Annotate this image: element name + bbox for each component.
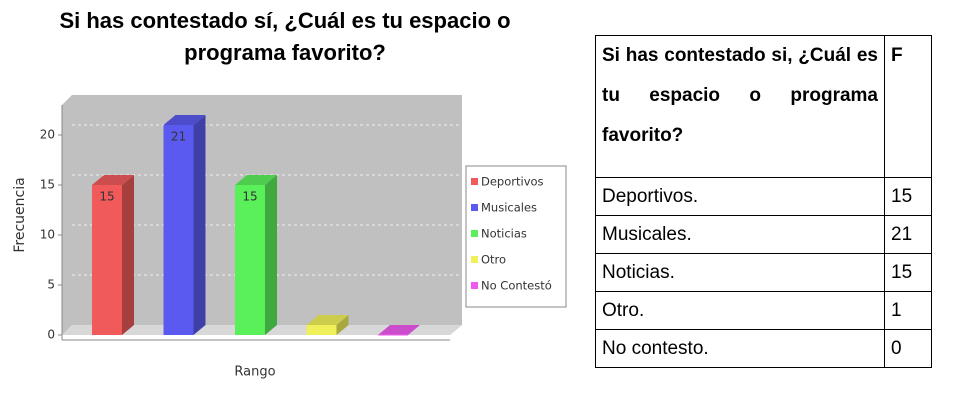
bar-side <box>122 175 134 335</box>
y-tick-label: 20 <box>40 128 55 142</box>
legend-swatch <box>471 178 478 185</box>
table-header: Si has contestado si, ¿Cuál es tu espaci… <box>595 35 885 178</box>
bar-top <box>378 325 420 335</box>
y-tick-label: 0 <box>47 328 55 342</box>
table-cell: Musicales. <box>595 215 885 254</box>
data-label: 15 <box>99 190 114 204</box>
table-cell: Deportivos. <box>595 177 885 216</box>
legend-label: Deportivos <box>481 175 544 189</box>
table: Si has contestado si, ¿Cuál es tu espaci… <box>595 35 932 368</box>
legend-label: Musicales <box>481 201 537 215</box>
bar-top <box>92 175 134 185</box>
x-axis-label: Rango <box>234 365 275 380</box>
table-cell: No contesto. <box>595 329 885 368</box>
y-tick-label: 10 <box>40 228 55 242</box>
bar <box>235 185 265 335</box>
y-tick-label: 5 <box>47 278 55 292</box>
table-cell: 15 <box>884 177 932 216</box>
legend-swatch <box>471 204 478 211</box>
table-header: F <box>884 35 932 178</box>
table-cell: 21 <box>884 215 932 254</box>
chart-title: programa favorito? <box>184 40 386 65</box>
legend-label: Otro <box>481 253 506 267</box>
bar <box>92 185 122 335</box>
y-tick-label: 15 <box>40 178 55 192</box>
y-axis-label: Frecuencia <box>12 177 28 252</box>
legend-label: No Contestó <box>481 279 552 293</box>
chart: Si has contestado sí, ¿Cuál es tu espaci… <box>12 8 567 380</box>
bar <box>163 125 194 335</box>
table-cell: 15 <box>884 253 932 292</box>
legend <box>465 165 567 308</box>
table-cell: Noticias. <box>595 253 885 292</box>
table-cell: Otro. <box>595 291 885 330</box>
bar <box>306 325 337 335</box>
legend-label: Noticias <box>481 227 527 241</box>
bar-top <box>235 175 277 185</box>
bar-side <box>336 315 349 335</box>
bar-side <box>193 115 206 335</box>
data-label: 21 <box>171 130 186 144</box>
legend-swatch <box>471 256 478 263</box>
legend-swatch <box>471 282 478 289</box>
bar-side <box>265 175 277 335</box>
bar-top <box>163 115 206 125</box>
bar-top <box>306 315 349 325</box>
table-cell: 0 <box>884 329 932 368</box>
table-cell: 1 <box>884 291 932 330</box>
data-label: 15 <box>242 190 257 204</box>
legend-swatch <box>471 230 478 237</box>
chart-title: Si has contestado sí, ¿Cuál es tu espaci… <box>59 8 510 33</box>
